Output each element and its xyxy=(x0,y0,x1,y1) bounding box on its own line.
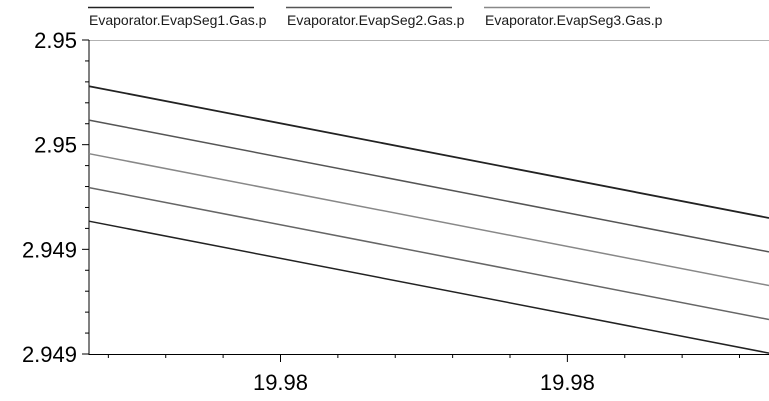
x-tick-label-1: 19.98 xyxy=(253,370,308,395)
legend-label-3: Evaporator.EvapSeg3.Gas.p xyxy=(485,12,663,28)
data-lines xyxy=(88,85,769,354)
series-line-5 xyxy=(88,220,769,354)
series-line-4 xyxy=(88,186,769,321)
series-line-1 xyxy=(88,85,769,219)
y-tick-label-3: 2.949 xyxy=(22,237,77,262)
legend: Evaporator.EvapSeg1.Gas.p Evaporator.Evap… xyxy=(88,6,663,28)
y-tick-label-1: 2.95 xyxy=(34,28,77,53)
series-line-3 xyxy=(88,152,769,287)
x-tick-label-2: 19.98 xyxy=(540,370,595,395)
series-line-2 xyxy=(88,119,769,253)
legend-label-1: Evaporator.EvapSeg1.Gas.p xyxy=(89,12,267,28)
y-tick-label-2: 2.95 xyxy=(34,133,77,158)
tick-labels: 2.95 2.95 2.949 2.949 19.98 19.98 xyxy=(22,28,595,395)
y-tick-label-4: 2.949 xyxy=(22,342,77,367)
legend-label-2: Evaporator.EvapSeg2.Gas.p xyxy=(287,12,465,28)
axes xyxy=(82,39,769,362)
